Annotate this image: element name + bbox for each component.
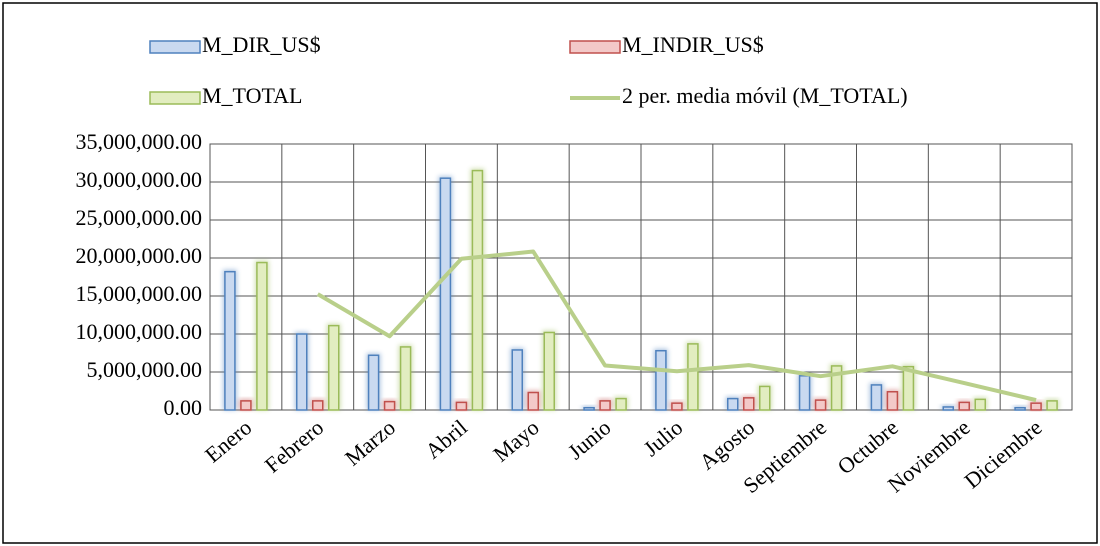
bar [743,397,755,411]
y-tick-label: 15,000,000.00 [76,281,203,306]
bar [798,375,811,411]
legend-label: M_INDIR_US$ [622,32,764,57]
bar [599,400,611,411]
legend-label: M_DIR_US$ [202,32,321,57]
moving-average-line [316,249,1037,403]
y-tick-label: 25,000,000.00 [76,205,203,230]
bar [942,406,954,411]
bar [296,333,308,411]
y-tick-label: 35,000,000.00 [76,129,203,154]
y-tick-label: 0.00 [164,395,203,420]
bar [1030,402,1042,411]
bar [527,391,539,411]
bar [543,331,555,411]
bar [455,401,468,411]
bar [671,402,683,411]
bar [583,406,595,411]
legend-swatch [149,91,201,105]
bar [399,346,412,411]
bar [687,343,699,411]
bar [830,365,843,411]
bar [471,169,484,411]
bar [511,349,523,411]
bar [902,365,915,411]
bar [870,384,883,411]
bar [759,385,771,411]
bar [240,400,252,411]
y-tick-label: 10,000,000.00 [76,319,203,344]
bar [886,391,899,411]
bar [224,270,236,411]
legend-label: 2 per. media móvil (M_TOTAL) [622,83,908,108]
bar [367,354,380,411]
legend-swatch [149,40,201,54]
y-tick-label: 5,000,000.00 [87,357,203,382]
bar [727,397,739,411]
bar [383,400,396,411]
bar [615,397,627,411]
bar [1014,406,1026,411]
legend-swatch [569,40,621,54]
legend-label: M_TOTAL [202,83,303,108]
bar [312,400,324,411]
bar [814,399,827,411]
bar [655,349,667,411]
y-tick-label: 30,000,000.00 [76,167,203,192]
bar [328,324,340,411]
bar [256,261,268,411]
y-tick-label: 20,000,000.00 [76,243,203,268]
bar [439,177,452,411]
bar [1046,400,1058,411]
bar [958,401,970,411]
bar [974,398,986,411]
